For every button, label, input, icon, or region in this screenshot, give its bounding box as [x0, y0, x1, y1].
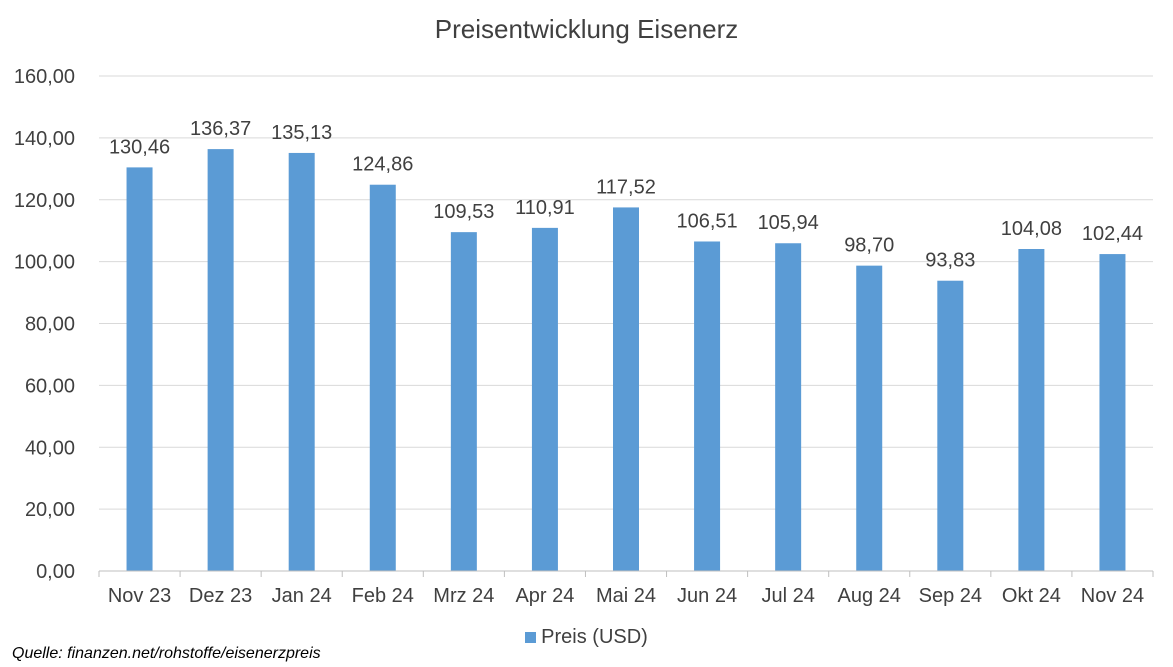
- data-label: 135,13: [271, 122, 332, 144]
- data-label: 104,08: [1001, 218, 1062, 240]
- x-tick-label: Jul 24: [761, 585, 814, 607]
- bar: [126, 167, 153, 571]
- bar: [450, 232, 477, 572]
- bar: [775, 243, 802, 572]
- y-tick-label: 20,00: [25, 499, 75, 521]
- y-tick-label: 40,00: [25, 437, 75, 459]
- bar: [613, 207, 639, 572]
- bar: [1099, 254, 1126, 572]
- data-label: 110,91: [515, 197, 575, 219]
- x-tick-label: Mai 24: [596, 585, 656, 607]
- data-label: 98,70: [844, 235, 894, 257]
- x-tick-label: Okt 24: [1002, 585, 1061, 607]
- legend: Preis (USD): [0, 626, 1173, 649]
- x-tick-label: Jan 24: [272, 585, 332, 607]
- legend-label: Preis (USD): [541, 626, 648, 648]
- legend-swatch: [525, 632, 537, 643]
- x-tick-label: Nov 24: [1081, 585, 1144, 607]
- data-label: 93,83: [925, 250, 975, 272]
- x-tick-label: Nov 23: [108, 585, 171, 607]
- data-label: 106,51: [676, 210, 737, 232]
- x-tick-label: Feb 24: [352, 585, 414, 607]
- y-tick-label: 160,00: [14, 66, 75, 88]
- data-label: 117,52: [596, 176, 656, 198]
- bar: [288, 152, 315, 571]
- bar: [369, 184, 396, 572]
- x-tick-label: Apr 24: [515, 585, 574, 607]
- source-note: Quelle: finanzen.net/rohstoffe/eisenerzp…: [12, 645, 321, 662]
- bar: [531, 227, 558, 571]
- data-label: 136,37: [190, 118, 251, 140]
- y-tick-label: 100,00: [14, 252, 75, 274]
- x-tick-label: Jun 24: [677, 585, 737, 607]
- data-label: 130,46: [109, 136, 170, 158]
- bar: [937, 280, 964, 571]
- y-tick-label: 120,00: [14, 190, 75, 212]
- bar: [207, 149, 234, 571]
- x-tick-label: Mrz 24: [433, 585, 494, 607]
- x-tick-label: Sep 24: [919, 585, 982, 607]
- data-label: 105,94: [758, 212, 819, 234]
- bar: [1018, 249, 1045, 571]
- x-tick-label: Dez 23: [189, 585, 252, 607]
- data-label: 124,86: [352, 154, 413, 176]
- data-label: 109,53: [433, 201, 494, 223]
- bar: [694, 241, 721, 571]
- y-tick-label: 60,00: [25, 375, 75, 397]
- x-tick-label: Aug 24: [838, 585, 901, 607]
- y-tick-label: 140,00: [14, 128, 75, 150]
- chart-title: Preisentwicklung Eisenerz: [434, 14, 739, 44]
- bar: [856, 265, 883, 571]
- data-label: 102,44: [1082, 223, 1143, 245]
- y-tick-label: 80,00: [25, 314, 75, 336]
- y-tick-label: 0,00: [36, 561, 75, 583]
